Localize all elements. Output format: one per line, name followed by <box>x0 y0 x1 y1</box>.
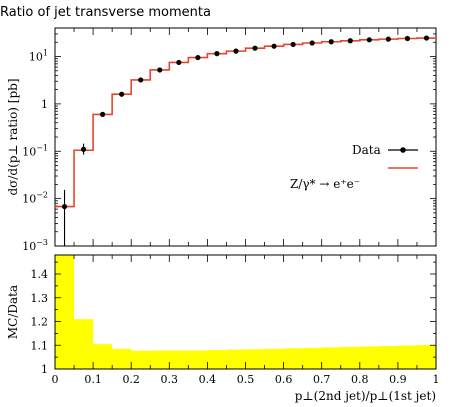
x-axis-label: p⊥(2nd jet)/p⊥(1st jet) <box>295 389 436 403</box>
main-y-tick-label: 1 <box>41 98 48 111</box>
main-y-tick-label: 10−3 <box>22 238 48 253</box>
ratio-x-tick-label: 0.7 <box>313 373 331 386</box>
ratio-x-tick-labels: 0 0.1 0.2 0.3 0.4 0.5 0.6 0.7 0.8 0.9 1 <box>52 373 440 386</box>
ratio-plot-ticks <box>54 255 437 370</box>
main-y-tick-label: 10−1 <box>22 143 48 158</box>
ratio-y-tick-label: 1.1 <box>31 339 49 352</box>
ratio-band <box>55 255 436 369</box>
legend-data-marker <box>400 147 406 153</box>
data-point <box>366 37 372 43</box>
ratio-x-tick-label: 0.3 <box>161 373 179 386</box>
main-y-axis-label: dσ/d(p⊥ ratio) [pb] <box>6 78 20 195</box>
ratio-plot-panel: 11.11.21.31.4 0 0.1 0.2 0.3 0.4 0.5 0.6 0.7 0.8 0… <box>6 254 440 403</box>
data-point <box>347 38 353 44</box>
data-point <box>385 36 391 42</box>
ratio-x-tick-label: 1 <box>433 373 440 386</box>
chart-title: Ratio of jet transverse momenta <box>0 5 211 20</box>
data-point <box>157 67 163 73</box>
data-point <box>80 146 87 152</box>
ratio-x-tick-label: 0.4 <box>199 373 217 386</box>
data-point <box>119 91 125 97</box>
legend-data-label: Data <box>352 143 381 157</box>
ratio-y-tick-labels: 1 1.1 1.2 1.3 1.4 <box>31 268 49 376</box>
ratio-x-tick-label: 0 <box>52 373 59 386</box>
data-point <box>271 43 277 49</box>
data-point <box>214 51 220 57</box>
data-point <box>61 203 68 210</box>
ratio-y-tick-label: 1.2 <box>31 316 49 329</box>
main-y-tick-labels: 10−3 10−2 10−1 1 101 <box>22 49 48 253</box>
ratio-x-tick-label: 0.5 <box>237 373 255 386</box>
legend: Data Z/γ* → e⁺e⁻ <box>290 143 418 191</box>
data-point <box>423 35 430 41</box>
ratio-y-tick-label: 1.3 <box>31 292 49 305</box>
data-point <box>290 41 296 48</box>
ratio-x-tick-label: 0.9 <box>389 373 407 386</box>
ratio-band-area <box>55 255 436 369</box>
main-plot-panel: dσ/d(p⊥ ratio) [pb] 10−3 10−2 10−1 1 101 Dat… <box>6 27 437 253</box>
ratio-y-tick-label: 1 <box>41 363 48 376</box>
data-point <box>328 39 334 45</box>
main-y-tick-label: 101 <box>29 49 48 64</box>
main-y-tick-label: 10−2 <box>22 191 48 206</box>
ratio-y-tick-label: 1.4 <box>31 268 49 281</box>
data-point <box>176 59 182 66</box>
ratio-x-tick-label: 0.6 <box>275 373 293 386</box>
data-point <box>100 111 106 117</box>
data-point <box>404 35 411 42</box>
ratio-y-axis-label: MC/Data <box>6 285 20 339</box>
legend-mc-label: Z/γ* → e⁺e⁻ <box>290 177 360 191</box>
data-point <box>252 45 258 51</box>
ratio-x-tick-label: 0.2 <box>122 373 140 386</box>
data-point <box>309 40 315 46</box>
data-point <box>138 77 144 83</box>
data-point <box>233 48 239 54</box>
main-plot-frame <box>54 27 437 247</box>
data-points <box>61 35 430 246</box>
data-point <box>195 54 201 61</box>
ratio-x-tick-label: 0.1 <box>84 373 102 386</box>
ratio-x-tick-label: 0.8 <box>351 373 369 386</box>
